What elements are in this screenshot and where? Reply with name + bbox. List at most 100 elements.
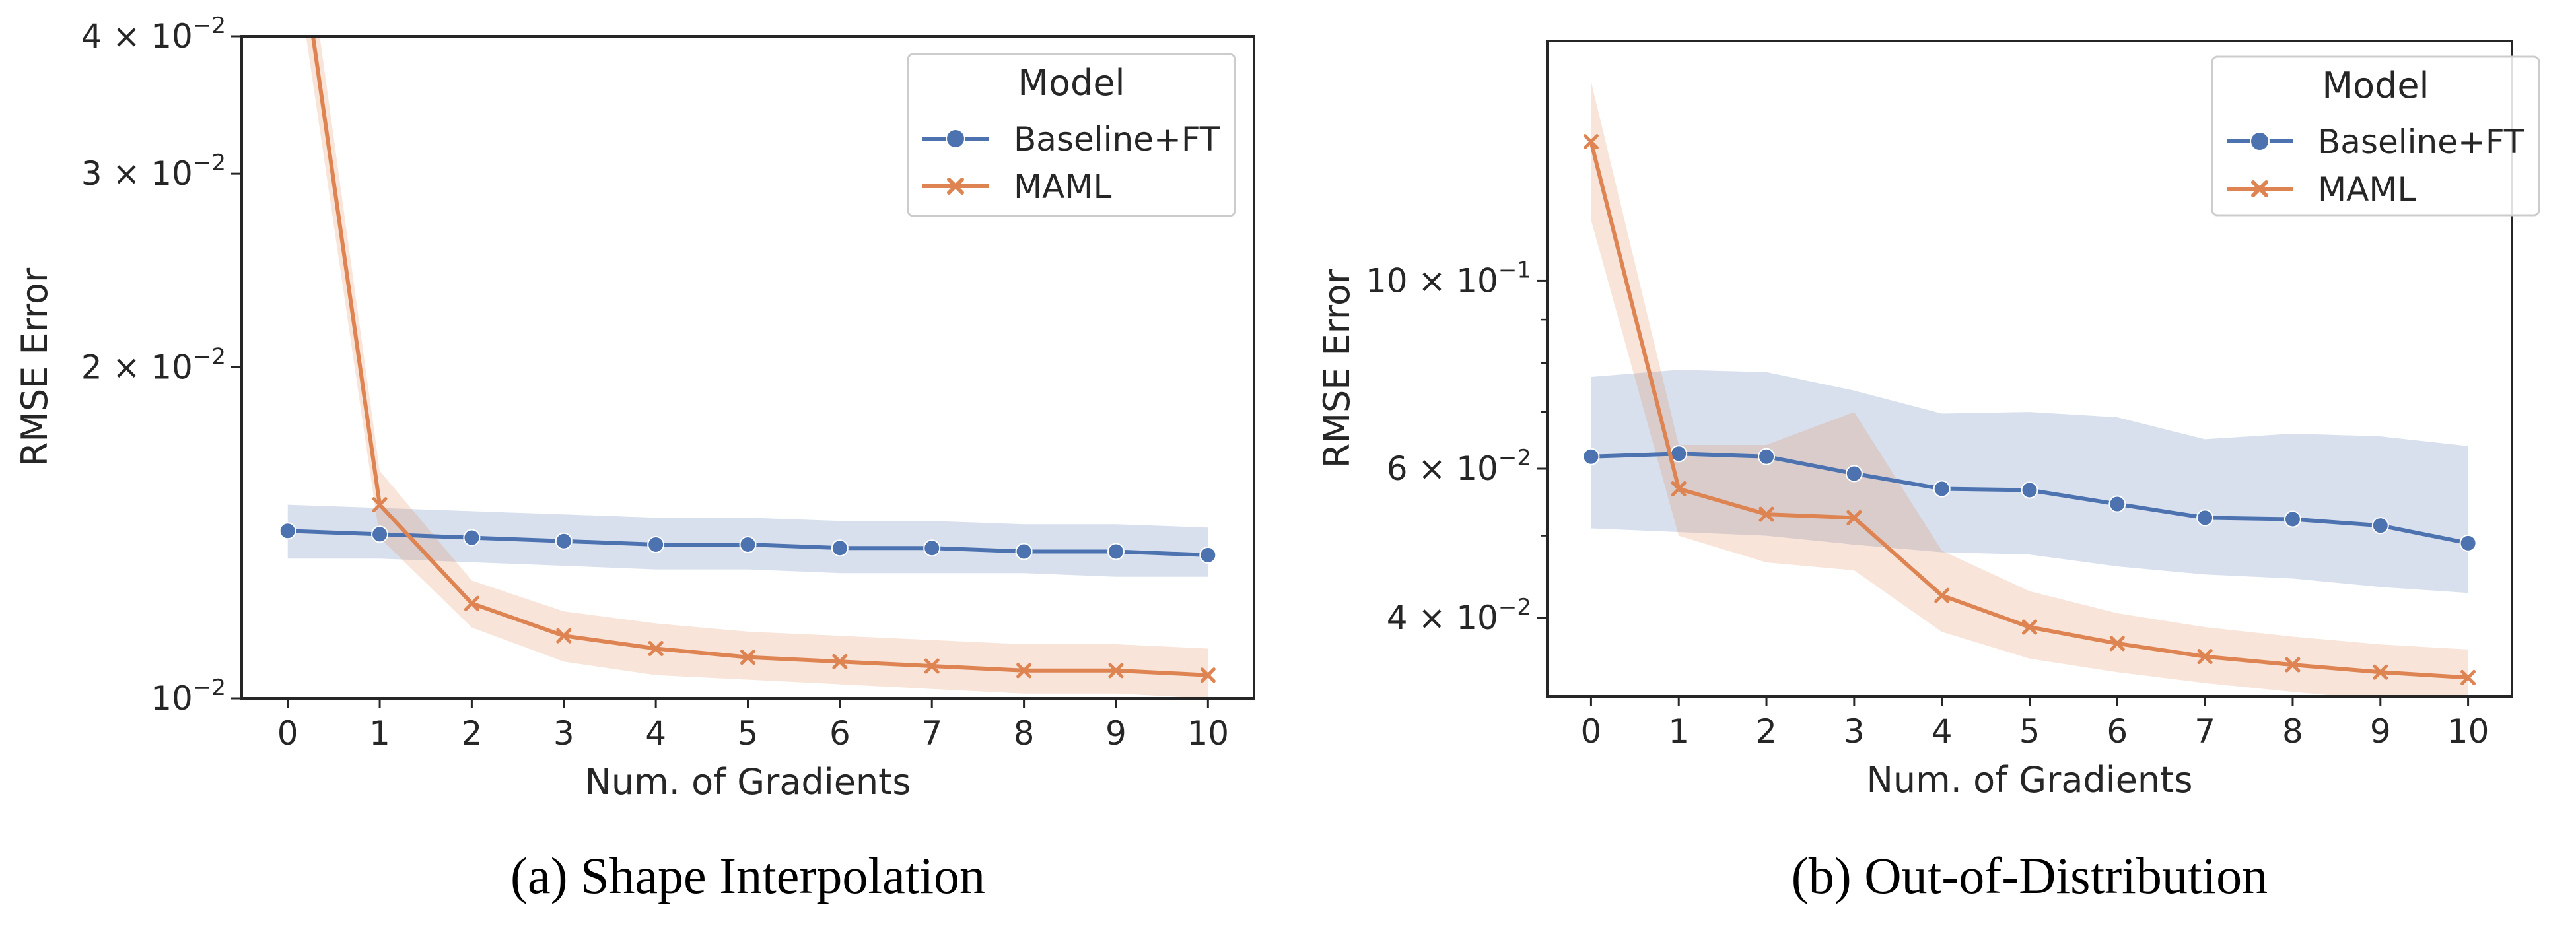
data-point-maml <box>2109 636 2125 652</box>
x-tick-label: 5 <box>738 714 759 753</box>
x-tick-label: 0 <box>277 714 298 753</box>
legend-label-maml: MAML <box>2318 170 2416 209</box>
data-point-baseline-ft <box>1015 543 1033 560</box>
y-tick-exponent: −2 <box>1498 594 1531 620</box>
y-tick-times: × <box>102 154 151 193</box>
figure-caption: (b) Out-of-Distribution <box>1792 847 2268 904</box>
marker-stroke <box>1108 663 1124 679</box>
y-tick-exponent: −2 <box>193 150 226 176</box>
marker-stroke <box>1846 510 1862 525</box>
plot-area <box>279 36 1217 698</box>
data-point-baseline-ft <box>1199 546 1217 564</box>
data-point-maml <box>1671 481 1687 497</box>
plot-area <box>1582 81 2477 696</box>
data-point-maml <box>2460 669 2476 685</box>
y-tick-label: 4 × 10−2 <box>81 13 226 55</box>
x-tick-label: 10 <box>1187 714 1230 753</box>
marker-stroke <box>1934 587 1950 603</box>
x-tick-label: 1 <box>1668 712 1689 751</box>
x-tick-label: 2 <box>462 714 483 753</box>
y-tick-exponent: −2 <box>193 344 226 370</box>
y-tick-times: × <box>102 349 151 387</box>
y-tick-exponent: −2 <box>193 13 226 39</box>
marker-stroke <box>2197 649 2213 665</box>
legend-marker-baseline-ft <box>946 129 965 149</box>
data-point-baseline-ft <box>555 532 573 550</box>
confidence-band-baseline-ft <box>1591 370 2468 593</box>
data-point-baseline-ft <box>279 522 296 540</box>
data-point-maml <box>2022 619 2037 635</box>
x-tick-label: 3 <box>1844 712 1865 751</box>
y-tick-base: 10 <box>151 17 193 55</box>
y-tick-mantissa: 2 <box>81 349 102 387</box>
data-point-maml <box>648 640 664 656</box>
marker-stroke <box>2460 669 2476 685</box>
legend-marker-maml <box>947 178 964 195</box>
chart-out-of-distribution: 0 1 2 3 4 5 6 7 8 9 104 × 10−26 × 10−210 × 10−1Num… <box>1316 40 2540 904</box>
y-tick-label: 4 × 10−2 <box>1387 594 1531 637</box>
marker-stroke <box>2285 657 2301 673</box>
y-tick-mantissa: 10 <box>1366 261 1408 300</box>
y-tick-base: 10 <box>151 349 193 387</box>
data-point-baseline-ft <box>923 539 941 557</box>
y-tick-label: 10−2 <box>151 675 226 718</box>
data-point-baseline-ft <box>1582 448 1600 465</box>
y-tick-mantissa: 4 <box>1387 599 1408 637</box>
data-point-maml <box>1846 510 1862 525</box>
y-tick-exponent: −2 <box>1498 445 1531 471</box>
y-tick-base: 10 <box>151 679 193 718</box>
y-tick-exponent: −1 <box>1498 257 1531 283</box>
legend: Model Baseline+FT MAML <box>907 53 1236 217</box>
marker-stroke <box>1016 663 1032 679</box>
marker-stroke <box>2022 619 2037 635</box>
marker-stroke <box>372 497 388 513</box>
y-tick-times: × <box>102 17 151 55</box>
x-tick-label: 10 <box>2447 712 2489 751</box>
y-tick-mantissa: 4 <box>81 17 102 55</box>
legend-label-maml: MAML <box>1014 168 1111 206</box>
x-tick-label: 6 <box>829 714 851 753</box>
data-point-baseline-ft <box>2196 509 2214 527</box>
x-tick-label: 5 <box>2019 712 2040 751</box>
x-axis-title: Num. of Gradients <box>585 761 911 803</box>
y-tick-label: 10 × 10−1 <box>1366 257 1531 300</box>
x-tick-label: 4 <box>645 714 666 753</box>
data-point-baseline-ft <box>463 529 481 547</box>
data-point-baseline-ft <box>371 525 389 543</box>
marker-stroke <box>1758 506 1774 522</box>
y-tick-exponent: −2 <box>193 675 226 701</box>
marker-stroke <box>556 628 572 644</box>
data-point-maml <box>1108 663 1124 679</box>
marker-stroke <box>648 640 664 656</box>
x-tick-label: 7 <box>921 714 942 753</box>
legend-marker-maml <box>2251 180 2268 197</box>
y-tick-label: 6 × 10−2 <box>1387 445 1531 488</box>
y-tick-times: × <box>1408 599 1457 637</box>
legend-box <box>907 53 1236 217</box>
data-point-maml <box>1934 587 1950 603</box>
y-tick-mantissa: 6 <box>1387 450 1408 488</box>
data-point-maml <box>1583 134 1599 150</box>
x-tick-label: 7 <box>2194 712 2215 751</box>
data-point-baseline-ft <box>2021 481 2038 499</box>
data-point-maml <box>1016 663 1032 679</box>
legend-label-baseline-ft: Baseline+FT <box>1014 120 1220 158</box>
marker-stroke <box>947 178 964 195</box>
marker-stroke <box>1583 134 1599 150</box>
data-point-maml <box>924 658 940 674</box>
legend-title: Model <box>1018 62 1125 104</box>
x-tick-label: 2 <box>1756 712 1777 751</box>
marker-stroke <box>924 658 940 674</box>
x-axis-title: Num. of Gradients <box>1867 759 2193 801</box>
x-tick-label: 9 <box>2370 712 2391 751</box>
data-point-baseline-ft <box>1107 543 1125 560</box>
data-point-maml <box>464 595 479 611</box>
data-point-maml <box>832 653 848 669</box>
y-tick-base: 10 <box>1456 599 1498 637</box>
data-point-maml <box>2197 649 2213 665</box>
data-point-baseline-ft <box>647 535 665 553</box>
data-point-baseline-ft <box>2283 510 2301 528</box>
marker-stroke <box>2109 636 2125 652</box>
y-tick-times: × <box>1408 450 1457 488</box>
